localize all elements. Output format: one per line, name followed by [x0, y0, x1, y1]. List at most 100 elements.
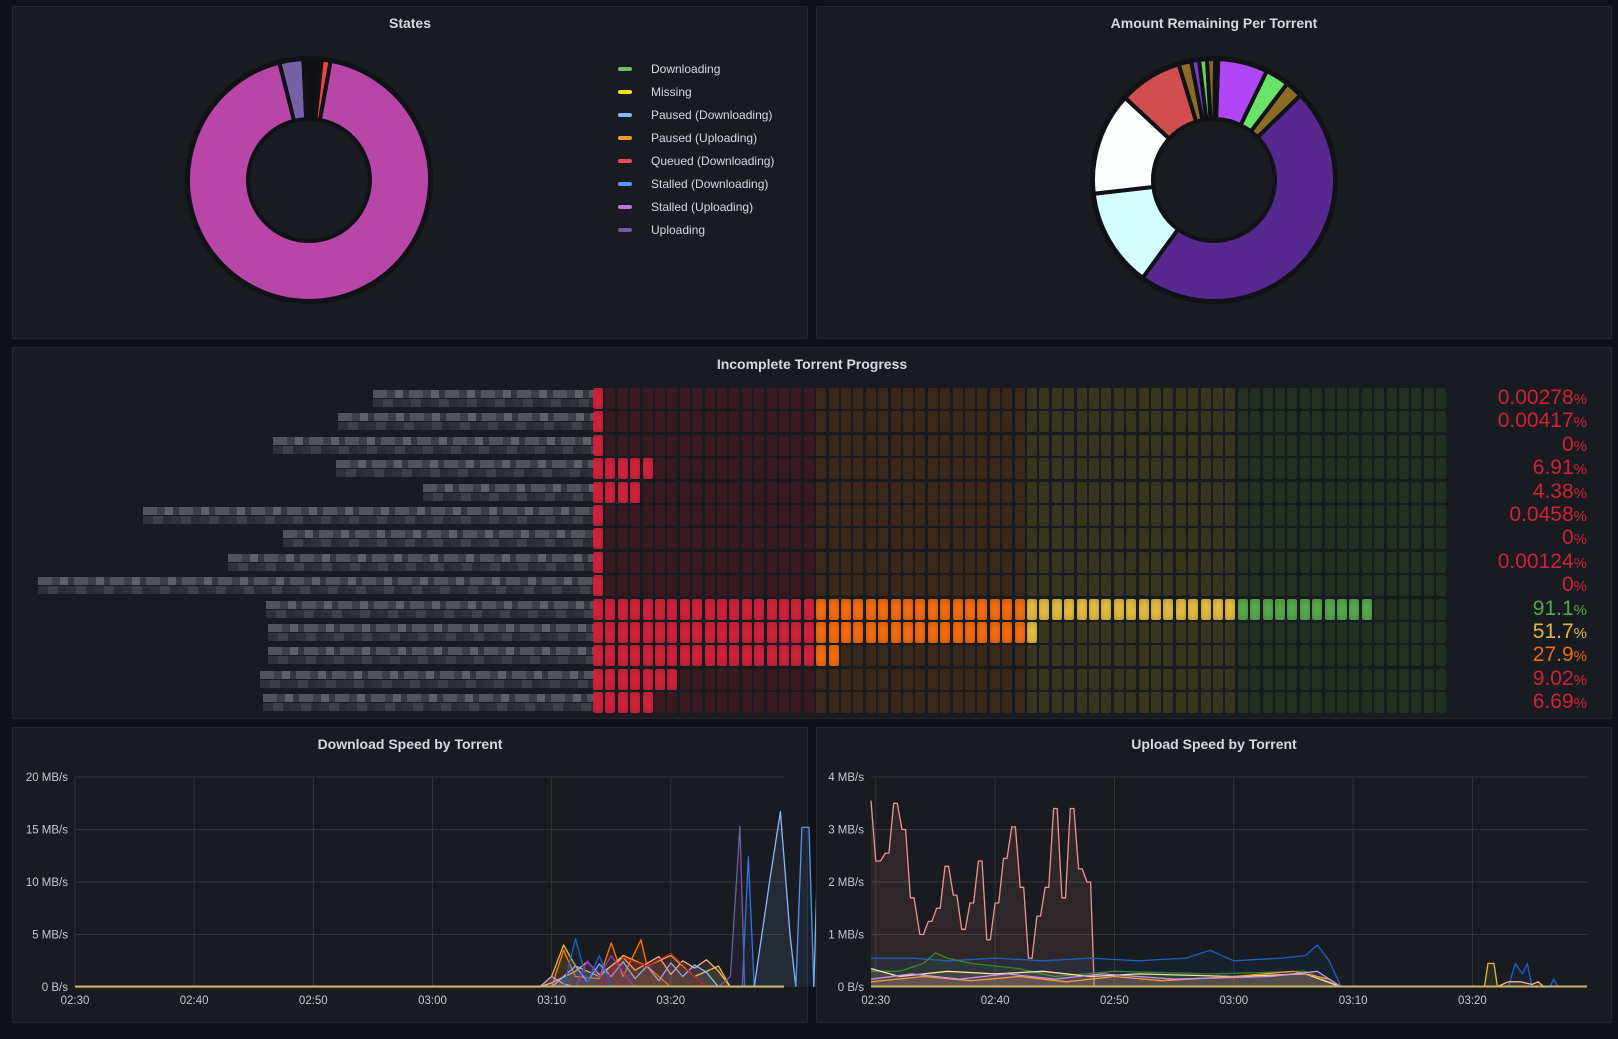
progress-cell-empty — [1386, 598, 1397, 620]
progress-cell-empty — [940, 551, 951, 573]
upload-chart-series-line-7[interactable] — [1507, 962, 1559, 988]
progress-cell-empty — [1399, 645, 1409, 667]
progress-cell-empty — [1138, 505, 1149, 526]
progress-cell-filled — [1076, 598, 1087, 620]
legend-item-stalled-uploading[interactable]: Stalled (Uploading) — [618, 195, 774, 218]
upload-panel-title[interactable]: Upload Speed by Torrent — [1131, 736, 1297, 752]
upload-chart-x-tick-label: 02:40 — [981, 995, 1010, 1007]
progress-value-number: 0 — [1561, 432, 1574, 456]
upload-chart-series-line-8[interactable] — [1496, 981, 1545, 988]
progress-cell-empty — [1200, 668, 1211, 690]
progress-cell-filled — [617, 668, 628, 690]
progress-cell-empty — [1312, 692, 1323, 714]
legend-item-paused-uploading[interactable]: Paused (Uploading) — [618, 126, 774, 149]
progress-value-unit: % — [1573, 554, 1587, 572]
progress-cell-empty — [1213, 645, 1223, 667]
progress-cell-empty — [1225, 668, 1236, 690]
download-chart-series-line-7[interactable] — [562, 938, 612, 988]
download-chart-series-line-6[interactable] — [598, 952, 707, 988]
progress-row: 91.1% — [13, 597, 1613, 620]
upload-chart-series-line-3[interactable] — [870, 967, 1342, 988]
upload-chart-series-line-2[interactable] — [871, 952, 1342, 988]
progress-cell-empty — [1200, 551, 1211, 573]
progress-cell-empty — [754, 434, 765, 456]
download-chart-series-line-11[interactable] — [795, 826, 815, 988]
legend-item-queued-downloading[interactable]: Queued (Downloading) — [618, 149, 774, 172]
download-chart-series-line-9[interactable] — [741, 856, 755, 988]
upload-chart-series-line-6[interactable] — [1483, 962, 1499, 988]
upload-chart-series-line-0[interactable] — [870, 800, 1095, 988]
progress-value-number: 6.69 — [1532, 690, 1574, 714]
progress-cell-empty — [1312, 411, 1323, 433]
progress-cell-filled — [593, 668, 603, 690]
progress-cell-filled — [853, 598, 864, 620]
download-chart-series-line-10[interactable] — [753, 811, 797, 988]
progress-value-unit: % — [1573, 531, 1587, 549]
progress-cell-empty — [729, 528, 740, 550]
download-panel-title[interactable]: Download Speed by Torrent — [317, 736, 503, 752]
states-donut-chart — [185, 56, 433, 304]
progress-cell-empty — [754, 575, 765, 597]
legend-item-stalled-downloading[interactable]: Stalled (Downloading) — [618, 172, 774, 195]
progress-cell-empty — [828, 388, 839, 409]
legend-item-missing[interactable]: Missing — [618, 80, 774, 103]
progress-cell-empty — [791, 458, 802, 480]
progress-cell-empty — [630, 528, 641, 550]
download-chart-series-line-8[interactable] — [718, 825, 746, 988]
progress-cell-empty — [1374, 411, 1385, 433]
progress-cell-empty — [1262, 505, 1273, 526]
download-chart-series-line-3[interactable] — [551, 961, 720, 988]
progress-cell-filled — [915, 598, 926, 620]
legend-item-uploading[interactable]: Uploading — [618, 218, 774, 241]
progress-cell-empty — [1436, 528, 1447, 550]
progress-cell-empty — [1436, 505, 1447, 526]
remaining-panel-title[interactable]: Amount Remaining Per Torrent — [1110, 15, 1318, 31]
progress-cell-empty — [1337, 434, 1347, 456]
progress-cell-empty — [1014, 575, 1025, 597]
progress-cell-empty — [1138, 388, 1149, 409]
progress-panel-title[interactable]: Incomplete Torrent Progress — [716, 356, 908, 372]
progress-cell-empty — [679, 668, 690, 690]
progress-cell-filled — [729, 598, 740, 620]
legend-item-paused-downloading[interactable]: Paused (Downloading) — [618, 103, 774, 126]
progress-cell-empty — [1151, 411, 1161, 433]
progress-cell-filled — [593, 458, 603, 480]
progress-cell-empty — [803, 481, 814, 503]
states-panel-title[interactable]: States — [388, 15, 432, 31]
progress-cell-filled — [816, 598, 827, 620]
progress-cell-empty — [1175, 622, 1186, 643]
progress-cell-empty — [717, 668, 727, 690]
progress-cell-empty — [927, 528, 938, 550]
progress-cell-empty — [915, 575, 926, 597]
remaining-donut-slice-11[interactable] — [1212, 57, 1221, 122]
progress-cell-filled — [729, 645, 740, 667]
progress-row: 0.00124% — [13, 550, 1613, 573]
upload-chart-series-line-1[interactable] — [871, 944, 1342, 988]
progress-cell-empty — [1213, 668, 1223, 690]
download-chart-series-line-5[interactable] — [574, 954, 636, 988]
torrent-name-redacted — [336, 460, 598, 478]
legend-item-downloading[interactable]: Downloading — [618, 57, 774, 80]
progress-cell-empty — [1126, 692, 1137, 714]
torrent-name-redacted — [266, 600, 598, 618]
progress-cell-empty — [655, 411, 665, 433]
progress-cell-empty — [1262, 411, 1273, 433]
progress-cell-filled — [642, 458, 653, 480]
progress-cell-empty — [1237, 528, 1248, 550]
download-chart-y-tick-label: 15 MB/s — [26, 825, 68, 837]
progress-cell-filled — [915, 622, 926, 643]
progress-cell-empty — [1299, 458, 1310, 480]
progress-cell-filled — [655, 645, 665, 667]
progress-cell-empty — [903, 458, 913, 480]
progress-cell-empty — [1188, 481, 1199, 503]
upload-chart-series-line-5[interactable] — [870, 970, 1342, 988]
progress-cell-empty — [903, 388, 913, 409]
progress-cell-empty — [1225, 622, 1236, 643]
upload-chart-y-tick-label: 2 MB/s — [828, 877, 864, 889]
download-chart-series-line-4[interactable] — [539, 975, 576, 988]
progress-cell-empty — [1312, 575, 1323, 597]
progress-value: 0.0458% — [1509, 503, 1587, 527]
progress-cell-empty — [989, 388, 1000, 409]
progress-cell-empty — [1374, 388, 1385, 409]
progress-cell-empty — [704, 458, 715, 480]
